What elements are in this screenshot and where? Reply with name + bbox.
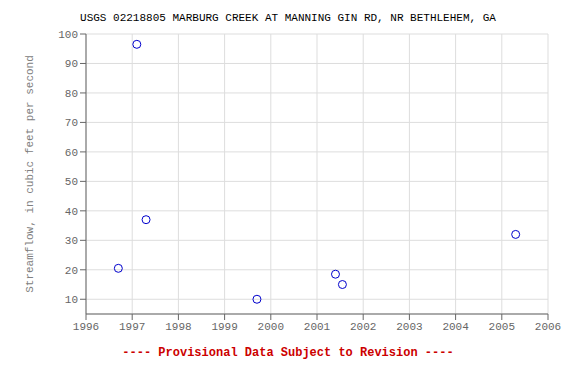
svg-text:60: 60 (65, 147, 78, 159)
svg-text:2005: 2005 (489, 321, 515, 333)
svg-text:20: 20 (65, 265, 78, 277)
svg-text:90: 90 (65, 58, 78, 70)
svg-text:Streamflow, in cubic feet per: Streamflow, in cubic feet per second (24, 55, 36, 293)
html-text:USGS 02218805 MARBURG CREEK AT: USGS 02218805 MARBURG CREEK AT MANNING G… (80, 12, 496, 24)
svg-text:30: 30 (65, 235, 78, 247)
svg-text:70: 70 (65, 117, 78, 129)
svg-text:2004: 2004 (442, 321, 469, 333)
svg-text:1999: 1999 (211, 321, 237, 333)
svg-text:40: 40 (65, 206, 78, 218)
svg-text:2003: 2003 (396, 321, 422, 333)
svg-text:2002: 2002 (350, 321, 376, 333)
svg-text:2000: 2000 (258, 321, 284, 333)
svg-text:1998: 1998 (165, 321, 191, 333)
svg-text:100: 100 (58, 29, 78, 41)
svg-text:80: 80 (65, 88, 78, 100)
svg-text:2001: 2001 (304, 321, 331, 333)
svg-text:2006: 2006 (535, 321, 561, 333)
svg-text:1997: 1997 (119, 321, 145, 333)
svg-text:1996: 1996 (73, 321, 99, 333)
html-text:---- Provisional Data Subject: ---- Provisional Data Subject to Revisio… (122, 346, 454, 360)
svg-text:10: 10 (65, 294, 78, 306)
svg-text:50: 50 (65, 176, 78, 188)
